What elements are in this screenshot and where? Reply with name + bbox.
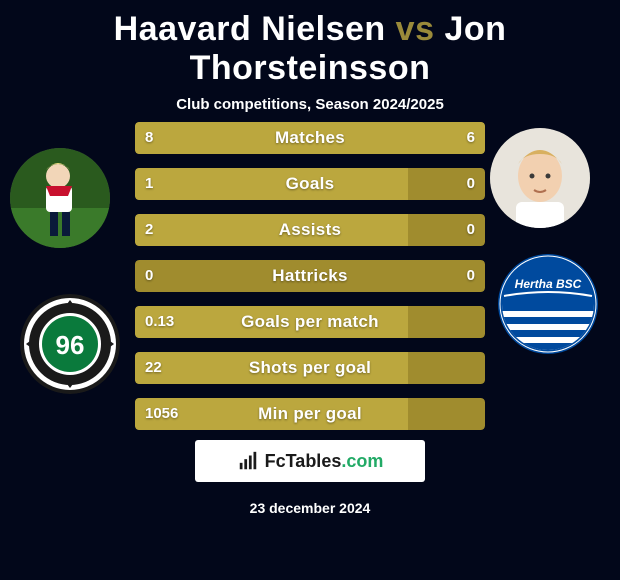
page-title: Haavard Nielsen vs Jon Thorsteinsson <box>0 0 620 88</box>
subtitle: Club competitions, Season 2024/2025 <box>0 96 620 113</box>
brand-icon <box>237 450 259 472</box>
stat-label: Goals per match <box>135 306 485 338</box>
player2-club-logo: Hertha BSC <box>498 254 598 354</box>
player1-avatar <box>10 148 110 248</box>
brand-suffix: .com <box>341 451 383 471</box>
vs-text: vs <box>396 10 435 48</box>
stat-row: 22Shots per goal <box>135 352 485 384</box>
player1-name: Haavard Nielsen <box>114 10 386 48</box>
stat-row: 0.13Goals per match <box>135 306 485 338</box>
stat-label: Hattricks <box>135 260 485 292</box>
stat-label: Matches <box>135 122 485 154</box>
brand-text: FcTables.com <box>265 451 384 472</box>
player1-club-logo: 96 <box>20 294 120 394</box>
player2-avatar <box>490 128 590 228</box>
stat-label: Min per goal <box>135 398 485 430</box>
stat-row: 20Assists <box>135 214 485 246</box>
stat-row: 10Goals <box>135 168 485 200</box>
stat-row: 86Matches <box>135 122 485 154</box>
stat-label: Goals <box>135 168 485 200</box>
svg-text:96: 96 <box>56 330 85 360</box>
stat-label: Assists <box>135 214 485 246</box>
stat-label: Shots per goal <box>135 352 485 384</box>
svg-text:Hertha BSC: Hertha BSC <box>515 277 582 291</box>
date-text: 23 december 2024 <box>0 500 620 516</box>
stat-row: 00Hattricks <box>135 260 485 292</box>
stats-bars: 86Matches 10Goals 20Assists 00Hattricks 0.13… <box>135 122 485 444</box>
brand-name: FcTables <box>265 451 342 471</box>
brand-badge: FcTables.com <box>195 440 425 482</box>
stat-row: 1056Min per goal <box>135 398 485 430</box>
